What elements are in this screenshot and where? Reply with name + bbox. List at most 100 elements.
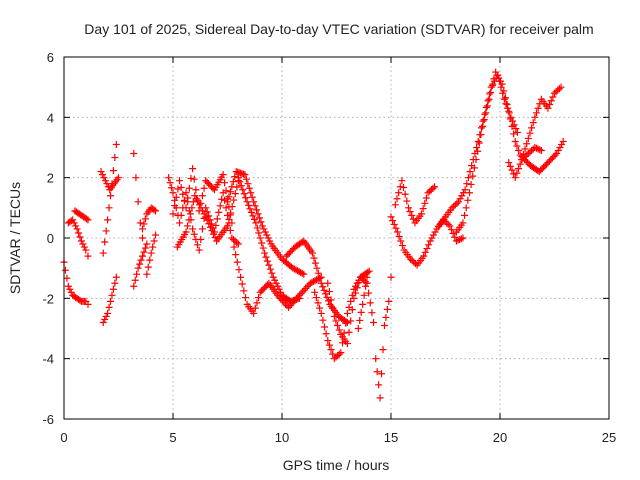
data-point (493, 71, 501, 79)
data-point (277, 288, 285, 296)
data-point (337, 349, 345, 357)
data-point (335, 350, 343, 358)
y-tick-label: 0 (47, 231, 54, 246)
data-point (80, 243, 88, 251)
data-point (250, 215, 258, 223)
data-point (389, 217, 397, 225)
data-point (557, 83, 565, 91)
data-point (497, 83, 505, 91)
data-point (313, 264, 321, 272)
data-point (511, 137, 519, 145)
data-point (228, 203, 236, 211)
data-point (360, 276, 368, 284)
data-point (387, 273, 395, 281)
data-point (190, 175, 198, 183)
data-point (526, 129, 534, 137)
data-point (474, 137, 482, 145)
data-point (143, 270, 151, 278)
data-point (233, 258, 241, 266)
data-point (84, 300, 92, 308)
data-point (230, 243, 238, 251)
y-tick-labels: -6 -4 -2 0 2 4 6 (42, 50, 54, 427)
data-point (138, 252, 146, 260)
data-point (338, 339, 346, 347)
data-point (230, 196, 238, 204)
data-point (198, 225, 206, 233)
data-point (373, 368, 381, 376)
data-point (256, 234, 264, 242)
data-point (150, 237, 158, 245)
data-point (275, 285, 283, 293)
data-point (221, 179, 229, 187)
data-point (298, 269, 306, 277)
data-point (182, 189, 190, 197)
data-point (104, 309, 112, 317)
data-point (224, 222, 231, 230)
data-point (385, 297, 393, 305)
data-point (66, 285, 74, 293)
data-point (375, 381, 383, 389)
data-point (512, 125, 520, 133)
data-point (289, 264, 297, 272)
data-point (395, 189, 403, 197)
data-point (401, 190, 409, 198)
data-point (421, 248, 429, 256)
data-point (320, 286, 328, 294)
series-sat-16 (234, 174, 303, 305)
data-point (185, 216, 193, 224)
data-point (297, 268, 305, 276)
data-point (376, 394, 384, 402)
data-point (558, 140, 566, 148)
data-point (274, 282, 282, 290)
data-point (202, 213, 210, 221)
data-point (317, 309, 325, 317)
data-point (449, 229, 457, 237)
data-point (147, 249, 155, 257)
data-point (559, 137, 567, 145)
data-point (115, 174, 122, 182)
series-sat-5 (97, 168, 122, 194)
y-tick-label: -2 (42, 291, 54, 306)
series-sat-13 (173, 177, 242, 251)
data-point (191, 192, 199, 200)
data-point (260, 225, 268, 233)
data-point (109, 167, 117, 175)
data-point (79, 240, 87, 248)
data-point (358, 275, 366, 283)
data-point (422, 194, 430, 202)
data-point (531, 144, 539, 151)
data-point (101, 315, 109, 323)
data-point (394, 228, 402, 236)
series-sat-17 (282, 237, 351, 326)
data-point (314, 299, 322, 307)
data-point (551, 89, 558, 97)
data-point (408, 211, 416, 219)
data-point (510, 130, 518, 138)
series-sat-15 (230, 243, 325, 317)
data-point (452, 237, 460, 245)
data-point (104, 216, 112, 224)
series-sat-26 (505, 83, 565, 182)
data-point (406, 208, 414, 216)
data-point (365, 289, 373, 297)
grid (64, 57, 609, 419)
data-point (171, 202, 179, 210)
y-tick-label: 2 (47, 171, 54, 186)
data-point (187, 174, 195, 182)
data-point (97, 168, 105, 176)
data-point (340, 329, 348, 337)
data-point (109, 285, 117, 293)
data-point (475, 139, 483, 147)
data-point (322, 330, 330, 338)
data-point (194, 241, 202, 249)
data-point (184, 194, 192, 202)
data-point (111, 154, 119, 162)
data-point (209, 230, 217, 238)
data-point (364, 268, 372, 276)
data-point (141, 215, 149, 223)
data-point (219, 171, 227, 179)
data-point (314, 269, 322, 277)
data-point (198, 192, 206, 200)
data-point (533, 109, 541, 117)
data-point (266, 237, 274, 245)
